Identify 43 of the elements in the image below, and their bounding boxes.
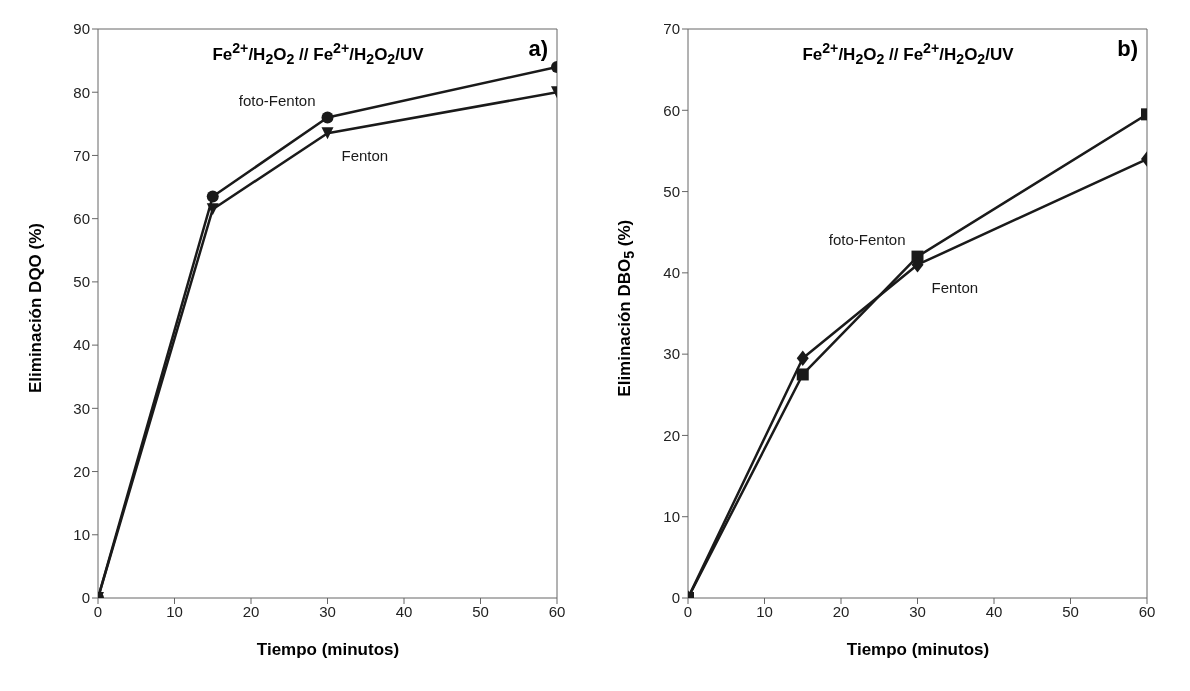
- x-tick-label: 10: [756, 602, 773, 620]
- x-tick-label: 40: [985, 602, 1003, 620]
- y-tick-label: 60: [663, 101, 680, 119]
- x-tick-label: 20: [832, 602, 850, 620]
- y-tick-label: 70: [663, 20, 680, 38]
- y-tick-label: 50: [663, 182, 680, 200]
- x-tick-label: 10: [166, 602, 183, 620]
- x-tick-label: 60: [1138, 602, 1156, 620]
- y-tick-label: 10: [663, 508, 680, 526]
- annotation: a): [528, 36, 548, 62]
- chart-title: Fe$^{2+}$/H$_{2}$O$_{2}$ // Fe$^{2+}$/H$_{2}$O$_{2}$/UV: [802, 40, 1014, 68]
- y-tick-label: 10: [73, 526, 90, 544]
- x-tick-label: 30: [319, 602, 336, 620]
- x-tick-label: 50: [472, 602, 489, 620]
- x-axis-title: Tiempo (minutos): [845, 640, 991, 660]
- y-tick-label: 20: [73, 462, 90, 480]
- annotation: b): [1117, 36, 1138, 62]
- series-label: Fenton: [931, 278, 979, 296]
- x-tick-label: 0: [683, 602, 693, 620]
- x-axis-title: Tiempo (minutos): [255, 640, 401, 660]
- chart-title: Fe$^{2+}$/H$_{2}$O$_{2}$ // Fe$^{2+}$/H$_{2}$O$_{2}$/UV: [212, 40, 424, 68]
- y-tick-label: 30: [663, 345, 680, 363]
- y-tick-label: 40: [73, 336, 90, 354]
- y-tick-label: 0: [81, 589, 90, 607]
- y-tick-label: 60: [73, 209, 90, 227]
- y-tick-label: 70: [73, 146, 90, 164]
- y-tick-label: 50: [73, 273, 90, 291]
- x-tick-label: 50: [1062, 602, 1079, 620]
- x-tick-label: 60: [548, 602, 566, 620]
- y-tick-label: 0: [671, 589, 680, 607]
- y-axis-title: Eliminación DQO (%): [26, 222, 46, 394]
- x-tick-label: 30: [909, 602, 926, 620]
- series-label: foto-Fenton: [238, 91, 316, 109]
- x-tick-label: 20: [242, 602, 260, 620]
- y-tick-label: 20: [663, 426, 680, 444]
- series-label: foto-Fenton: [828, 230, 906, 248]
- y-tick-label: 30: [73, 399, 90, 417]
- y-tick-label: 90: [73, 20, 90, 38]
- y-tick-label: 80: [73, 83, 90, 101]
- x-tick-label: 40: [395, 602, 413, 620]
- x-tick-label: 0: [93, 602, 103, 620]
- y-tick-label: 40: [663, 264, 680, 282]
- series-label: Fenton: [341, 147, 389, 165]
